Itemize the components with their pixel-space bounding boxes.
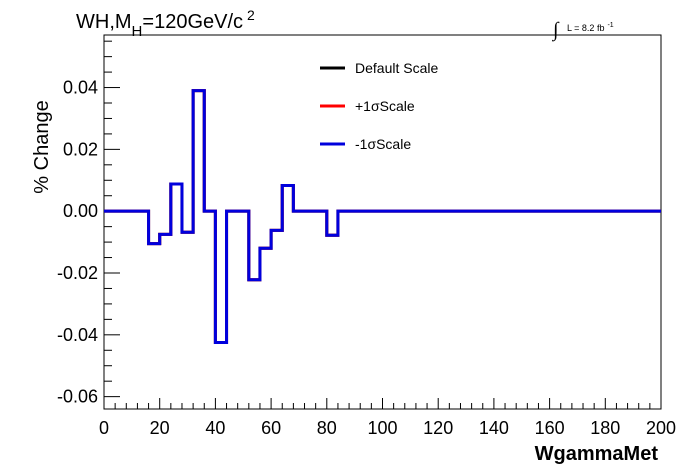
y-axis-title: % Change <box>31 100 53 193</box>
legend-label: Default Scale <box>355 60 438 76</box>
x-tick-label: 20 <box>150 418 170 438</box>
x-tick-label: 180 <box>590 418 620 438</box>
legend-label: -1σScale <box>355 136 411 152</box>
series-line <box>104 89 661 345</box>
luminosity-label: L = 8.2 fb -1 <box>567 22 614 33</box>
luminosity-superscript: -1 <box>607 22 613 29</box>
title-superscript: 2 <box>247 7 255 23</box>
x-tick-label: 0 <box>99 418 109 438</box>
x-axis-title: WgammaMet <box>535 443 659 465</box>
x-tick-label: 120 <box>423 418 453 438</box>
x-tick-label: 200 <box>646 418 676 438</box>
title-main: =120GeV/c <box>142 11 243 33</box>
luminosity-text: L = 8.2 fb <box>567 23 604 33</box>
x-axis: 0 20 40 60 80 100 120 140 160 180 200 <box>99 398 676 438</box>
y-tick-label: 0.00 <box>63 201 98 221</box>
series-line <box>104 89 661 345</box>
y-tick-label: -0.02 <box>57 263 98 283</box>
y-tick-label: -0.04 <box>57 325 98 345</box>
title-subscript: H <box>132 23 143 40</box>
x-tick-label: 140 <box>479 418 509 438</box>
y-axis: -0.06 -0.04 -0.02 0.00 0.02 0.04 <box>57 40 120 407</box>
x-tick-label: 40 <box>205 418 225 438</box>
legend: Default Scale +1σScale -1σScale <box>320 60 438 152</box>
plot-frame <box>103 34 662 410</box>
y-tick-label: -0.06 <box>57 387 98 407</box>
legend-label: +1σScale <box>355 98 415 114</box>
title-prefix: WH,M <box>76 11 132 33</box>
x-tick-label: 80 <box>317 418 337 438</box>
x-tick-label: 100 <box>367 418 397 438</box>
series-line <box>104 89 661 345</box>
y-tick-label: 0.02 <box>63 139 98 159</box>
x-tick-label: 160 <box>535 418 565 438</box>
series-group <box>104 89 661 345</box>
integral-sign: ∫ <box>551 19 560 42</box>
chart-title: WH,MH=120GeV/c 2 <box>76 7 255 40</box>
y-tick-label: 0.04 <box>63 78 98 98</box>
x-tick-label: 60 <box>261 418 281 438</box>
